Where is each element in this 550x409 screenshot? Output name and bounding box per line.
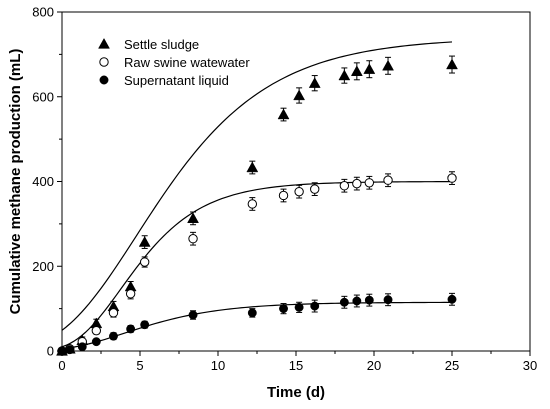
- data-point-supernatant-liquid: [140, 320, 150, 330]
- data-point-raw-swine-watewater: [247, 199, 258, 209]
- y-tick-label: 0: [47, 344, 54, 359]
- data-point-settle-sludge: [350, 65, 363, 76]
- data-point-supernatant-liquid: [65, 345, 75, 355]
- data-point-supernatant-liquid: [188, 310, 198, 320]
- y-tick-label: 200: [32, 259, 54, 274]
- data-point-raw-swine-watewater: [383, 175, 393, 185]
- data-point-raw-swine-watewater: [125, 289, 136, 299]
- x-tick-label: 5: [136, 358, 143, 373]
- data-point-raw-swine-watewater: [447, 173, 457, 183]
- data-point-supernatant-liquid: [294, 302, 304, 312]
- data-point-supernatant-liquid: [364, 295, 374, 305]
- fit-curve-supernatant-liquid: [61, 301, 452, 350]
- legend-label-raw-swine-watewater: Raw swine watewater: [124, 55, 250, 70]
- y-tick-label: 400: [32, 174, 54, 189]
- data-point-raw-swine-watewater: [339, 181, 350, 191]
- y-tick-label: 600: [32, 89, 54, 104]
- data-point-raw-swine-watewater: [278, 190, 289, 201]
- data-point-supernatant-liquid: [339, 297, 349, 307]
- data-point-settle-sludge: [363, 63, 376, 74]
- data-point-settle-sludge: [382, 59, 394, 71]
- legend-label-supernatant-liquid: Supernatant liquid: [124, 73, 229, 88]
- data-point-raw-swine-watewater: [91, 325, 102, 336]
- x-tick-label: 15: [289, 358, 303, 373]
- x-tick-label: 0: [58, 358, 65, 373]
- fit-curves: [61, 41, 453, 350]
- data-markers: [56, 58, 458, 356]
- x-tick-label: 20: [367, 358, 381, 373]
- data-point-raw-swine-watewater: [188, 234, 198, 244]
- legend-label-settle-sludge: Settle sludge: [124, 37, 199, 52]
- x-axis-label: Time (d): [267, 384, 325, 401]
- data-point-settle-sludge: [446, 58, 458, 70]
- data-point-raw-swine-watewater: [294, 186, 304, 197]
- legend-marker-supernatant-liquid: [99, 75, 109, 85]
- data-point-supernatant-liquid: [447, 294, 457, 304]
- data-point-supernatant-liquid: [109, 331, 118, 341]
- data-point-supernatant-liquid: [279, 304, 288, 314]
- fit-curve-settle-sludge: [61, 41, 453, 331]
- legend-marker-settle-sludge: [98, 37, 110, 49]
- axis-ticks: 0 5 10 15 20 25 30 0 200 400 600 800: [32, 5, 537, 374]
- data-point-supernatant-liquid: [383, 295, 393, 305]
- y-tick-label: 800: [32, 5, 54, 20]
- x-tick-label: 25: [445, 358, 459, 373]
- data-point-raw-swine-watewater: [310, 184, 320, 194]
- data-point-raw-swine-watewater: [364, 178, 375, 188]
- x-tick-label: 30: [523, 358, 537, 373]
- data-point-supernatant-liquid: [352, 296, 362, 306]
- error-bars: [59, 55, 455, 354]
- data-point-settle-sludge: [246, 161, 259, 173]
- data-point-settle-sludge: [308, 77, 321, 88]
- data-point-supernatant-liquid: [310, 301, 320, 311]
- data-point-raw-swine-watewater: [352, 178, 362, 189]
- legend: Settle sludge Raw swine watewater Supernat…: [98, 37, 250, 88]
- data-point-settle-sludge: [187, 212, 199, 224]
- y-axis-label: Cumulative methane production (mL): [7, 49, 24, 315]
- data-point-settle-sludge: [293, 89, 306, 101]
- data-point-supernatant-liquid: [91, 337, 101, 347]
- data-point-supernatant-liquid: [77, 342, 87, 352]
- data-point-supernatant-liquid: [57, 346, 67, 356]
- data-point-raw-swine-watewater: [139, 257, 150, 267]
- x-tick-label: 10: [211, 358, 225, 373]
- data-point-supernatant-liquid: [126, 324, 136, 334]
- data-point-settle-sludge: [277, 108, 290, 120]
- legend-marker-raw-swine-watewater: [99, 57, 109, 67]
- data-point-settle-sludge: [338, 69, 351, 81]
- data-point-settle-sludge: [138, 236, 151, 247]
- fit-curve-raw-swine-watewater: [61, 181, 453, 348]
- data-point-supernatant-liquid: [247, 308, 257, 318]
- data-point-raw-swine-watewater: [108, 308, 119, 318]
